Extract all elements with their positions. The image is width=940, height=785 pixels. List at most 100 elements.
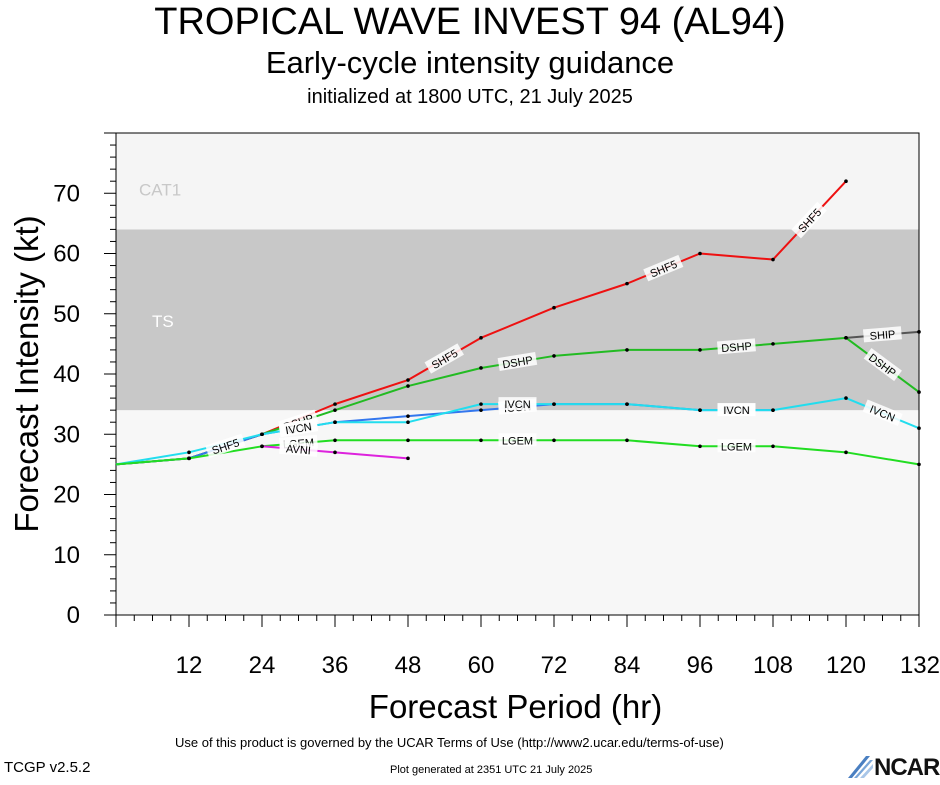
x-tick-label: 132	[900, 652, 940, 679]
data-point-dshp	[479, 366, 483, 370]
x-tick-label: 24	[249, 652, 276, 679]
data-point-lgem	[771, 444, 775, 449]
chart-title: TROPICAL WAVE INVEST 94 (AL94)	[154, 1, 786, 43]
series-label-bg	[498, 397, 537, 411]
data-point-dshp	[771, 342, 775, 346]
data-point-shf5	[771, 257, 775, 262]
data-point-avni	[260, 444, 264, 449]
x-tick-label: 48	[395, 652, 422, 679]
y-tick-label: 0	[67, 602, 80, 629]
data-point-ivcn	[698, 408, 702, 412]
data-point-ivcn	[260, 432, 264, 437]
data-point-ivcn	[333, 420, 337, 425]
series-label-ivcn: IVCN	[723, 405, 749, 417]
generated-time: Plot generated at 2351 UTC 21 July 2025	[390, 764, 593, 776]
data-point-icon	[479, 408, 483, 412]
data-point-dshp	[552, 354, 556, 358]
series-label-lgem: LGEM	[502, 435, 533, 447]
data-point-ivcn	[625, 402, 629, 406]
data-point-dshp	[917, 390, 921, 394]
y-tick-label: 30	[53, 421, 80, 448]
band-cat1	[116, 133, 919, 230]
x-tick-label: 120	[826, 652, 866, 679]
data-point-lgem	[333, 438, 337, 443]
series-label-avni: AVNI	[286, 443, 312, 457]
data-point-ivcn	[479, 402, 483, 406]
series-label-ivcn: IVCN	[285, 421, 313, 437]
series-label-bg	[791, 201, 827, 239]
y-tick-label: 60	[53, 241, 80, 268]
data-point-avni	[333, 450, 337, 455]
init-time: initialized at 1800 UTC, 21 July 2025	[307, 86, 633, 108]
series-label-lgem: LGEM	[721, 441, 752, 453]
series-label-bg	[862, 326, 902, 343]
data-point-ship	[844, 336, 848, 340]
y-tick-label: 20	[53, 482, 80, 509]
x-tick-label: 96	[687, 652, 714, 679]
data-point-lgem	[698, 444, 702, 449]
data-point-avni	[406, 456, 410, 461]
data-point-shf5	[406, 378, 410, 382]
series-label-bg	[278, 418, 319, 438]
x-axis-label: Forecast Period (hr)	[369, 688, 662, 725]
version-label: TCGP v2.5.2	[4, 759, 91, 776]
y-tick-label: 70	[53, 180, 80, 207]
x-tick-label: 108	[753, 652, 793, 679]
data-point-dshp	[333, 408, 337, 412]
y-tick-label: 40	[53, 361, 80, 388]
series-label-dshp: DSHP	[502, 355, 534, 372]
data-point-shf5	[625, 281, 629, 286]
series-label-bg	[862, 399, 903, 426]
x-tick-label: 36	[322, 652, 349, 679]
series-label-bg	[279, 440, 319, 457]
series-label-dshp: DSHP	[721, 341, 752, 355]
ncar-logo: NCAR	[846, 752, 940, 781]
data-point-icon	[406, 414, 410, 418]
data-point-shf5	[698, 251, 702, 256]
data-point-ship	[917, 330, 921, 334]
y-tick-label: 50	[53, 301, 80, 328]
x-tick-label: 60	[468, 652, 495, 679]
y-axis-label: Forecast Intensity (kt)	[8, 215, 45, 532]
data-point-ivcn	[917, 426, 921, 431]
series-label-bg	[716, 338, 756, 355]
band-ts	[116, 229, 919, 411]
x-tick-label: 84	[614, 652, 641, 679]
series-label-bg	[424, 343, 464, 374]
series-label-bg	[497, 351, 538, 371]
series-label-bg	[863, 348, 902, 382]
y-tick-label: 10	[53, 542, 80, 569]
data-point-lgem	[479, 438, 483, 443]
data-point-lgem	[844, 450, 848, 455]
data-point-lgem	[406, 438, 410, 443]
data-point-shf5	[479, 336, 483, 340]
band-label-ts: TS	[152, 312, 174, 331]
series-label-bg	[717, 439, 756, 453]
terms-of-use: Use of this product is governed by the U…	[175, 735, 724, 750]
x-tick-label: 72	[541, 652, 568, 679]
data-point-lgem	[625, 438, 629, 443]
band-label-cat1: CAT1	[139, 180, 181, 199]
series-label-bg	[717, 403, 756, 417]
data-point-lgem	[552, 438, 556, 443]
data-point-ivcn	[552, 402, 556, 406]
data-point-ivcn	[771, 408, 775, 412]
data-point-lgem	[187, 456, 191, 461]
chart-subtitle: Early-cycle intensity guidance	[265, 45, 675, 80]
data-point-dshp	[698, 348, 702, 352]
series-label-bg	[498, 433, 537, 447]
data-point-ivcn	[187, 450, 191, 455]
data-point-dshp	[406, 384, 410, 388]
data-point-ivcn	[406, 420, 410, 425]
data-point-ivcn	[844, 396, 848, 400]
data-point-shf5	[844, 179, 848, 183]
series-label-ship: SHIP	[869, 329, 896, 343]
data-point-shf5	[552, 305, 556, 310]
ncar-logo-icon	[848, 756, 873, 778]
series-label-bg	[205, 433, 246, 458]
data-point-lgem	[917, 462, 921, 467]
ncar-logo-text: NCAR	[874, 754, 940, 781]
data-point-dshp	[625, 348, 629, 352]
series-label-bg	[643, 254, 684, 282]
